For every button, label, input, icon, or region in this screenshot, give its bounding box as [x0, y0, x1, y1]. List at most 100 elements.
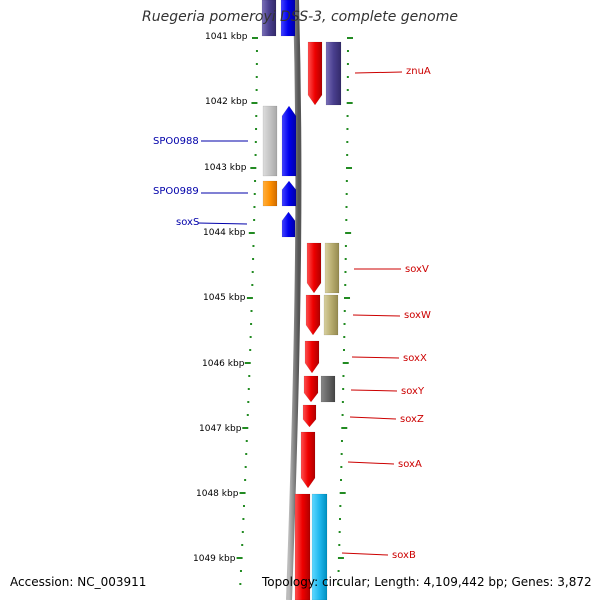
tick-mark — [341, 414, 344, 416]
tick-mark — [342, 375, 345, 377]
gene-label-soxs[interactable]: soxS — [176, 217, 199, 228]
gene-label-soxz[interactable]: soxZ — [400, 414, 424, 425]
gene-feature-blue[interactable] — [280, 0, 296, 37]
tick-mark — [254, 141, 257, 143]
gene-label-spo0989[interactable]: SPO0989 — [153, 186, 199, 197]
gene-feature-soxw-homolog[interactable] — [323, 294, 339, 336]
gene-feature-soxs[interactable] — [281, 211, 296, 238]
gene-feature-soxz[interactable] — [302, 404, 317, 428]
tick-mark — [253, 206, 256, 208]
gene-feature-soxy-homolog[interactable] — [320, 375, 336, 403]
tick-mark — [346, 76, 349, 78]
tick-mark — [343, 336, 346, 338]
tick-mark — [255, 89, 258, 91]
gene-feature-spo0988-homolog[interactable] — [262, 105, 278, 177]
gene-label-soxv[interactable]: soxV — [405, 264, 429, 275]
gene-feature-soxv-homolog[interactable] — [324, 242, 340, 294]
gene-labels-left: SPO0988 SPO0989 soxS — [153, 136, 248, 228]
tick-mark — [241, 544, 244, 546]
tick-mark — [338, 531, 341, 533]
gene-feature-soxy[interactable] — [303, 375, 319, 403]
ruler-label: 1044 kbp — [203, 228, 246, 238]
tick-mark — [254, 180, 257, 182]
tick-mark — [345, 193, 348, 195]
gene-label-spo0988[interactable]: SPO0988 — [153, 136, 199, 147]
tick-mark — [250, 167, 257, 169]
backbone-line — [286, 0, 302, 601]
tick-mark — [340, 440, 343, 442]
leader-line — [351, 356, 400, 359]
gene-label-soxy[interactable]: soxY — [401, 386, 425, 397]
tick-mark — [337, 570, 340, 572]
leader-line — [349, 416, 397, 420]
tick-mark — [248, 232, 255, 234]
tick-mark — [251, 271, 254, 273]
tick-mark — [340, 453, 343, 455]
tick-mark — [252, 37, 258, 39]
tick-mark — [341, 401, 344, 403]
tick-mark — [250, 310, 253, 312]
tick-mark — [241, 531, 244, 533]
tick-mark — [245, 440, 248, 442]
gene-feature-znua-homolog[interactable] — [325, 41, 342, 106]
tick-mark — [245, 453, 248, 455]
tick-mark — [255, 128, 258, 130]
gene-feature-spo0989[interactable] — [281, 180, 297, 207]
tick-mark — [247, 401, 250, 403]
tick-mark — [344, 284, 347, 286]
tick-mark — [346, 141, 349, 143]
tick-mark — [338, 544, 341, 546]
gene-label-soxa[interactable]: soxA — [398, 459, 422, 470]
gene-features — [261, 0, 342, 601]
gene-label-znua[interactable]: znuA — [406, 66, 431, 77]
tick-mark — [255, 115, 258, 117]
tick-mark — [337, 557, 344, 559]
tick-mark — [337, 583, 340, 585]
tick-mark — [251, 102, 258, 104]
ruler-label: 1045 kbp — [203, 293, 246, 303]
gene-feature-soxx[interactable] — [304, 340, 320, 374]
gene-labels-right: znuA soxV soxW soxX soxY soxZ soxA soxB — [341, 66, 431, 561]
tick-mark — [249, 336, 252, 338]
gene-feature-soxv[interactable] — [306, 242, 322, 294]
tick-mark — [246, 414, 249, 416]
tick-mark — [346, 167, 353, 169]
gene-label-soxw[interactable]: soxW — [404, 310, 431, 321]
ruler-label: 1041 kbp — [205, 32, 248, 42]
tick-mark — [346, 115, 349, 117]
gene-feature-purple[interactable] — [261, 0, 277, 37]
tick-mark — [347, 37, 353, 39]
gene-label-soxx[interactable]: soxX — [403, 353, 427, 364]
tick-mark — [339, 492, 346, 494]
leader-line — [352, 314, 401, 317]
tick-mark — [344, 245, 347, 247]
gene-label-soxb[interactable]: soxB — [392, 550, 416, 561]
tick-mark — [346, 154, 349, 156]
leader-line — [347, 461, 395, 465]
tick-mark — [244, 466, 247, 468]
gene-feature-soxw[interactable] — [305, 294, 321, 336]
ruler-label: 1046 kbp — [202, 359, 245, 369]
tick-mark — [247, 388, 250, 390]
gene-feature-soxa[interactable] — [300, 431, 316, 489]
tick-mark — [345, 206, 348, 208]
tick-mark — [343, 323, 346, 325]
leader-line — [350, 389, 398, 392]
genome-backbone — [286, 0, 302, 601]
tick-mark — [242, 518, 245, 520]
tick-mark — [342, 388, 345, 390]
gene-feature-spo0989-homolog[interactable] — [262, 180, 278, 207]
tick-mark — [345, 219, 348, 221]
tick-mark — [344, 297, 351, 299]
tick-mark — [342, 362, 349, 364]
tick-mark — [344, 271, 347, 273]
tick-mark — [255, 50, 258, 52]
genome-stats-text: Topology: circular; Length: 4,109,442 bp… — [262, 575, 592, 589]
gene-feature-spo0988[interactable] — [281, 105, 297, 177]
tick-mark — [239, 583, 242, 585]
tick-mark — [346, 128, 349, 130]
gene-feature-znua[interactable] — [307, 41, 323, 106]
tick-mark — [345, 232, 352, 234]
